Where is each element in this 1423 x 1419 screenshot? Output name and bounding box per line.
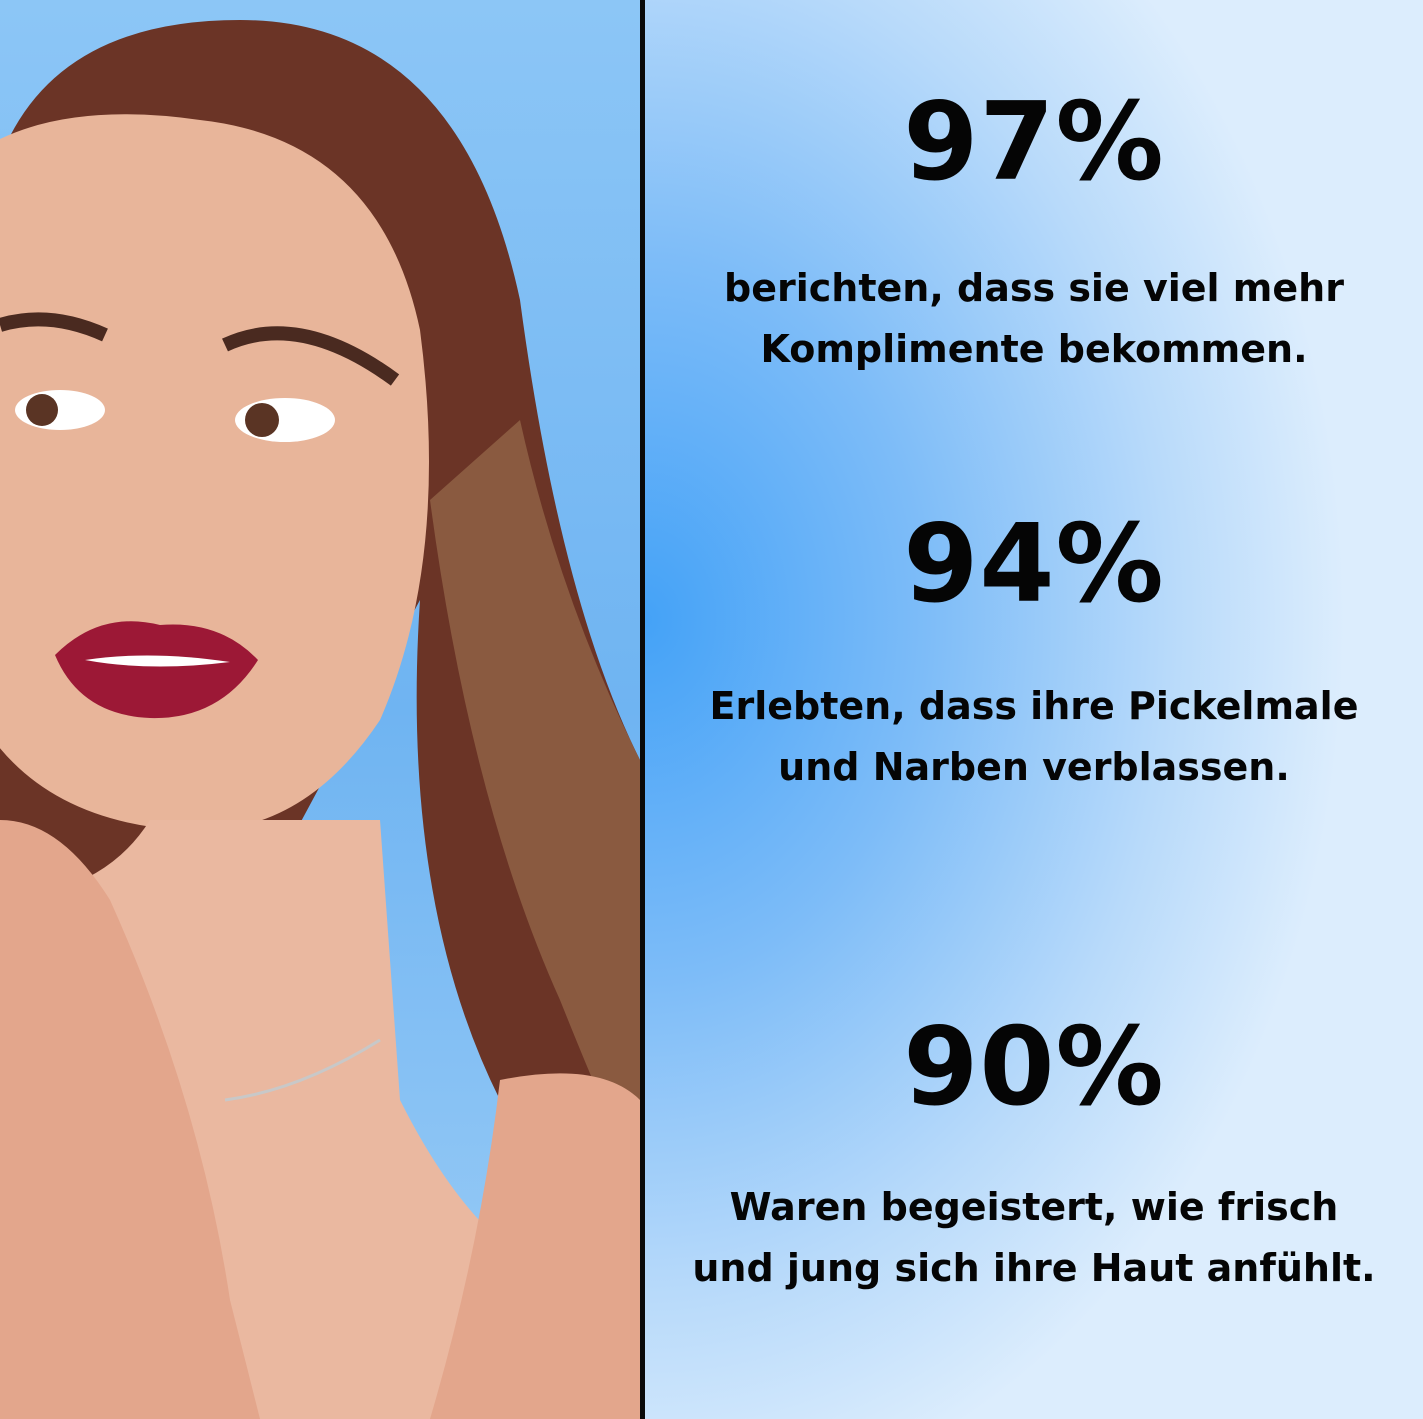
stats-panel: 97% berichten, dass sie viel mehr Kompli… bbox=[645, 0, 1423, 1419]
stat-percentage: 97% bbox=[903, 80, 1165, 205]
stat-percentage: 94% bbox=[903, 502, 1165, 627]
divider bbox=[640, 0, 645, 1419]
stat-description: berichten, dass sie viel mehr Kompliment… bbox=[645, 258, 1423, 380]
stat-percentage: 90% bbox=[903, 1005, 1165, 1130]
stat-block: 94% Erlebten, dass ihre Pickelmale und N… bbox=[645, 510, 1423, 798]
stat-line: Komplimente bekommen. bbox=[760, 327, 1308, 371]
stat-description: Erlebten, dass ihre Pickelmale und Narbe… bbox=[645, 676, 1423, 798]
portrait-photo bbox=[0, 0, 640, 1419]
stat-line: Waren begeistert, wie frisch bbox=[729, 1185, 1339, 1229]
stat-description: Waren begeistert, wie frisch und jung si… bbox=[645, 1177, 1423, 1299]
stat-block: 97% berichten, dass sie viel mehr Kompli… bbox=[645, 88, 1423, 380]
stat-line: berichten, dass sie viel mehr bbox=[724, 266, 1344, 310]
stat-line: und Narben verblassen. bbox=[778, 745, 1290, 789]
stat-line: und jung sich ihre Haut anfühlt. bbox=[692, 1246, 1376, 1290]
portrait-illustration bbox=[0, 20, 640, 1419]
stat-line: Erlebten, dass ihre Pickelmale bbox=[709, 684, 1359, 728]
stat-block: 90% Waren begeistert, wie frisch und jun… bbox=[645, 1013, 1423, 1299]
